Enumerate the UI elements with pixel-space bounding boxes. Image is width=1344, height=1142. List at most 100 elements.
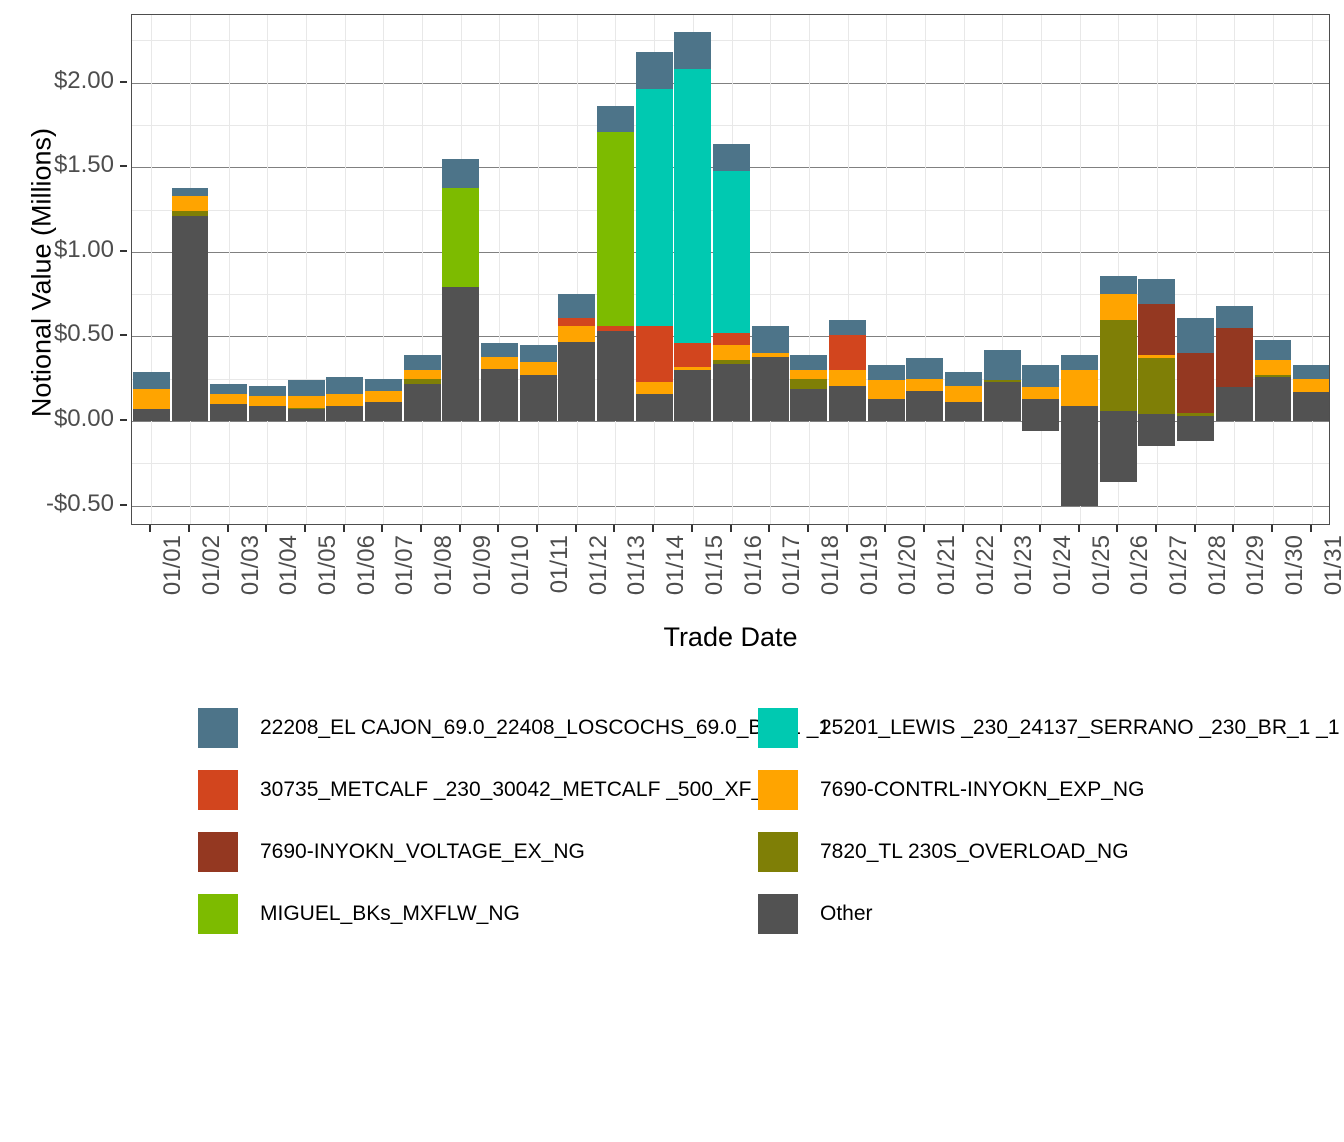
legend-item-label: 7820_TL 230S_OVERLOAD_NG: [820, 840, 1129, 863]
legend-item[interactable]: MIGUEL_BKs_MXFLW_NG: [198, 892, 520, 936]
legend-item[interactable]: 25201_LEWIS _230_24137_SERRANO _230_BR_1…: [758, 706, 1340, 750]
bar-segment: [519, 375, 557, 422]
bar-segment: [790, 355, 828, 371]
bar-stack[interactable]: [674, 15, 712, 524]
bar-stack[interactable]: [945, 15, 983, 524]
x-tick-label: 01/31: [1319, 535, 1344, 596]
bar-segment: [326, 394, 364, 406]
bar-stack[interactable]: [1215, 15, 1253, 524]
bar-segment: [364, 390, 402, 403]
bar-segment: [751, 326, 789, 354]
bar-stack[interactable]: [287, 15, 325, 524]
y-tick-label: $1.50: [53, 151, 114, 179]
bar-segment: [713, 344, 750, 361]
chart-legend: 22208_EL CAJON_69.0_22408_LOSCOCHS_69.0_…: [198, 706, 1340, 936]
bar-stack[interactable]: [1022, 15, 1060, 524]
x-tick-label: 01/28: [1203, 535, 1231, 596]
bar-segment: [558, 341, 596, 422]
bar-stack[interactable]: [635, 15, 673, 524]
gridline-minor-vertical: [1272, 15, 1274, 524]
bar-stack[interactable]: [829, 15, 866, 524]
bar-segment: [287, 407, 325, 410]
bar-stack[interactable]: [1138, 15, 1176, 524]
x-tick-mark: [226, 525, 229, 532]
bar-stack[interactable]: [364, 15, 402, 524]
bar-segment: [674, 69, 712, 344]
x-tick-mark: [1038, 525, 1041, 532]
gridline-minor-vertical: [151, 15, 153, 524]
bar-segment: [790, 370, 828, 379]
bar-stack[interactable]: [596, 15, 634, 524]
bar-segment: [171, 211, 209, 217]
x-tick-mark: [1154, 525, 1157, 532]
bar-stack[interactable]: [1177, 15, 1215, 524]
bar-segment: [403, 370, 441, 379]
bar-segment: [442, 287, 480, 422]
bar-segment: [210, 404, 248, 422]
bar-stack[interactable]: [480, 15, 518, 524]
x-tick-mark: [652, 525, 655, 532]
bar-segment: [1138, 304, 1176, 356]
bar-stack[interactable]: [326, 15, 364, 524]
bar-stack[interactable]: [1099, 15, 1137, 524]
y-tick-label: $0.00: [53, 405, 114, 433]
bar-segment-negative: [1138, 421, 1176, 447]
bar-segment: [1215, 306, 1253, 329]
bar-segment: [674, 343, 712, 367]
bar-stack[interactable]: [442, 15, 480, 524]
gridline-minor-vertical: [1156, 15, 1158, 524]
bar-stack[interactable]: [210, 15, 248, 524]
bar-stack[interactable]: [1254, 15, 1292, 524]
x-tick-mark: [304, 525, 307, 532]
bar-segment: [1138, 358, 1176, 415]
legend-item[interactable]: 7820_TL 230S_OVERLOAD_NG: [758, 830, 1129, 874]
bar-stack[interactable]: [248, 15, 286, 524]
bar-segment: [287, 395, 325, 408]
x-axis-title: Trade Date: [663, 622, 798, 652]
x-tick-label: 01/29: [1242, 535, 1270, 596]
bar-stack[interactable]: [171, 15, 209, 524]
bar-segment-negative: [1022, 421, 1060, 432]
bar-stack[interactable]: [713, 15, 750, 524]
legend-item[interactable]: 30735_METCALF _230_30042_METCALF _500_XF…: [198, 768, 787, 812]
x-tick-label: 01/08: [430, 535, 458, 596]
bar-stack[interactable]: [132, 15, 170, 524]
x-tick-mark: [420, 525, 423, 532]
bar-stack[interactable]: [790, 15, 828, 524]
bar-segment: [171, 196, 209, 212]
x-tick-mark: [1000, 525, 1003, 532]
bar-segment: [790, 388, 828, 422]
bar-segment: [1138, 278, 1176, 305]
bar-segment: [1099, 294, 1137, 320]
bar-stack[interactable]: [983, 15, 1021, 524]
x-tick-label: 01/14: [662, 535, 690, 596]
bar-stack[interactable]: [558, 15, 596, 524]
bar-segment: [364, 402, 402, 422]
x-tick-mark: [342, 525, 345, 532]
x-tick-label: 01/04: [275, 535, 303, 596]
legend-item[interactable]: 7690-CONTRL-INYOKN_EXP_NG: [758, 768, 1144, 812]
bar-stack[interactable]: [906, 15, 944, 524]
legend-item[interactable]: Other: [758, 892, 873, 936]
x-tick-label: 01/24: [1048, 535, 1076, 596]
legend-item[interactable]: 7690-INYOKN_VOLTAGE_EX_NG: [198, 830, 585, 874]
bar-stack[interactable]: [1061, 15, 1099, 524]
bar-segment: [1099, 275, 1137, 295]
bar-segment: [713, 143, 750, 171]
bar-segment: [326, 377, 364, 394]
bar-stack[interactable]: [867, 15, 905, 524]
x-tick-label: 01/26: [1126, 535, 1154, 596]
x-tick-mark: [536, 525, 539, 532]
bar-stack[interactable]: [751, 15, 789, 524]
bar-segment: [287, 380, 325, 396]
x-tick-label: 01/02: [198, 535, 226, 596]
bar-stack[interactable]: [1293, 15, 1329, 524]
legend-item[interactable]: 22208_EL CAJON_69.0_22408_LOSCOCHS_69.0_…: [198, 706, 830, 750]
bar-stack[interactable]: [519, 15, 557, 524]
x-tick-mark: [961, 525, 964, 532]
x-tick-label: 01/23: [1010, 535, 1038, 596]
bar-segment: [558, 326, 596, 342]
x-tick-mark: [884, 525, 887, 532]
bar-stack[interactable]: [403, 15, 441, 524]
gridline-major-horizontal: [132, 82, 1329, 84]
